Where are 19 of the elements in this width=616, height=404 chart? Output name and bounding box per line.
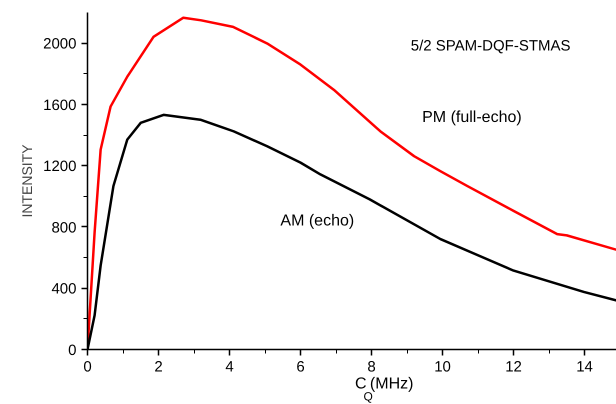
series-label: AM (echo) bbox=[280, 212, 354, 230]
x-tick-label: 12 bbox=[505, 358, 522, 376]
x-tick-label: 0 bbox=[83, 358, 92, 376]
y-tick-label: 1600 bbox=[43, 96, 77, 114]
x-tick-label: 2 bbox=[154, 358, 163, 376]
y-tick-label: 800 bbox=[51, 219, 77, 236]
x-tick-label: 10 bbox=[434, 358, 451, 376]
x-axis-title: CQ(MHz) bbox=[355, 376, 414, 404]
x-tick-label: 6 bbox=[296, 358, 305, 376]
x-tick-label: 14 bbox=[576, 358, 593, 376]
x-tick-label: 4 bbox=[225, 358, 234, 376]
series-label: PM (full-echo) bbox=[422, 109, 522, 126]
x-tick-label: 8 bbox=[367, 358, 376, 376]
y-tick-label: 400 bbox=[51, 280, 77, 298]
y-tick-label: 0 bbox=[68, 342, 76, 359]
text: 5/2 SPAM-DQF-STMAS bbox=[410, 38, 571, 54]
y-axis-title: INTENSITY bbox=[19, 144, 36, 218]
y-tick-label: 1200 bbox=[43, 158, 77, 176]
y-tick-label: 2000 bbox=[43, 36, 77, 53]
